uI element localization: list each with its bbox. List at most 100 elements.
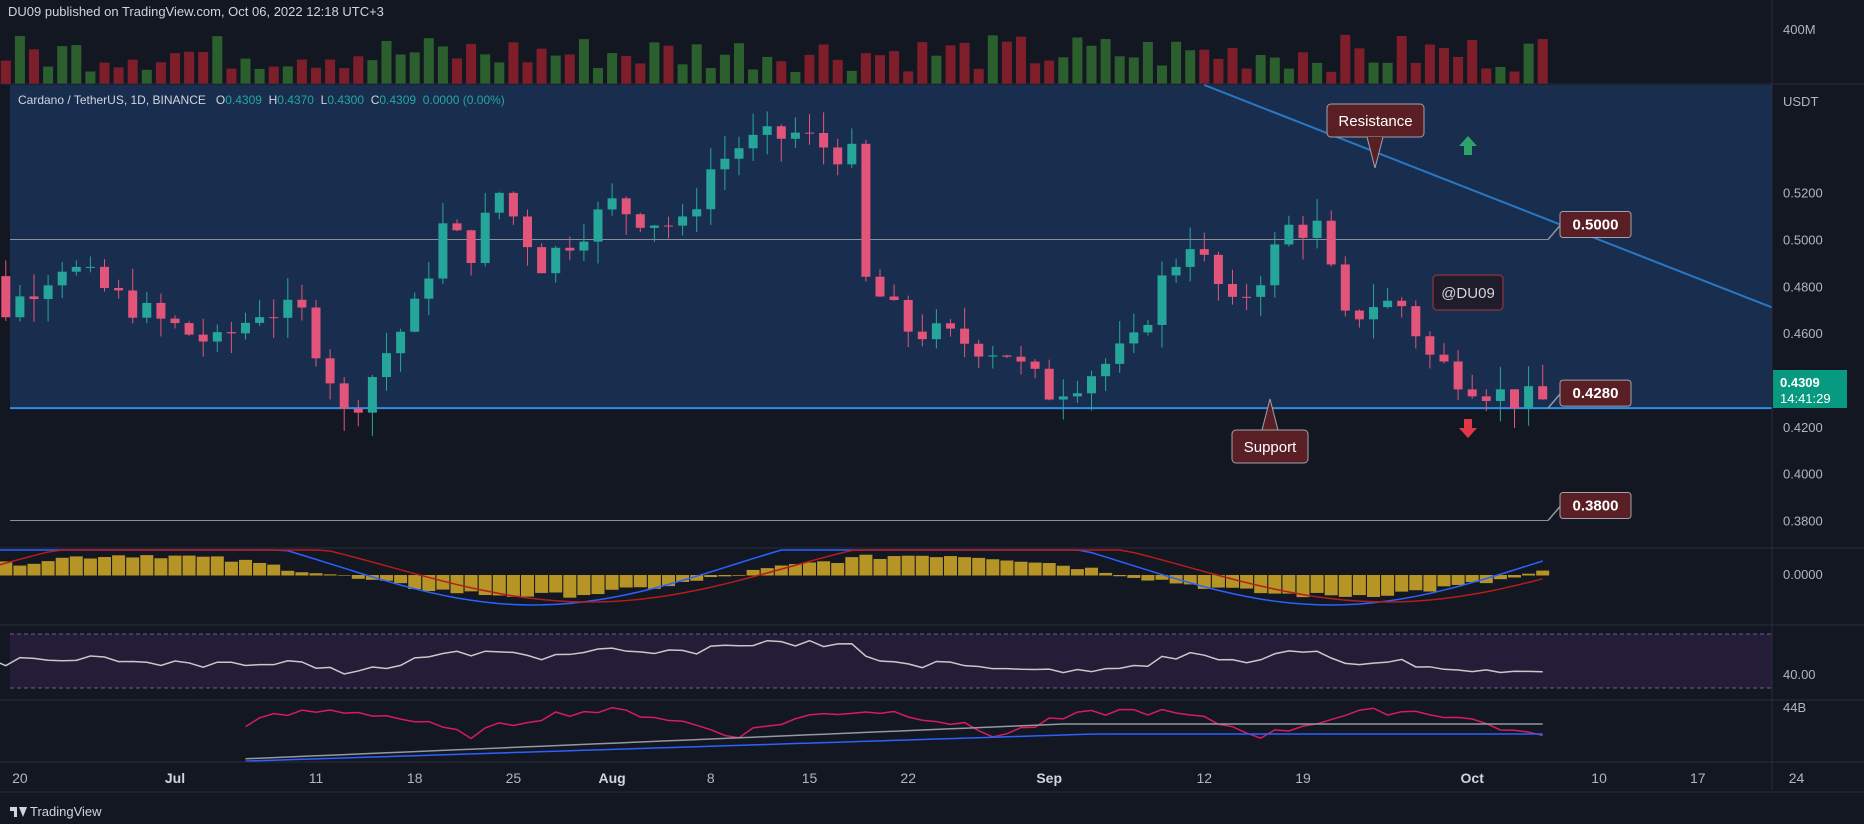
candle — [410, 298, 420, 332]
candle — [889, 296, 899, 301]
candle — [1101, 363, 1111, 377]
macd-histogram-bar — [704, 575, 718, 578]
candle — [1481, 396, 1491, 401]
candle — [734, 148, 744, 159]
macd-histogram-bar — [1141, 575, 1155, 581]
volume-bar — [945, 45, 956, 84]
macd-histogram-bar — [1310, 575, 1324, 593]
time-tick: 20 — [12, 770, 28, 786]
candle — [1312, 220, 1322, 238]
candle — [1228, 283, 1237, 297]
candle — [382, 353, 391, 378]
price-tick: 0.3800 — [1783, 514, 1823, 529]
candle — [1383, 300, 1393, 308]
candle — [1213, 254, 1223, 284]
candle — [438, 223, 448, 279]
low-value: 0.4300 — [327, 93, 365, 107]
close-label: C — [370, 93, 380, 107]
macd-histogram-bar — [788, 564, 802, 576]
volume-bar — [649, 42, 660, 84]
macd-histogram-bar — [239, 559, 252, 576]
range-zone — [10, 85, 1772, 409]
candle — [805, 132, 814, 134]
low-label: L — [320, 93, 328, 107]
volume-bar — [311, 67, 321, 84]
macd-histogram-bar — [986, 559, 1000, 576]
candle — [931, 323, 941, 340]
candle — [847, 143, 857, 165]
volume-bar — [0, 60, 11, 84]
macd-histogram-bar — [380, 575, 393, 581]
volume-bar — [1495, 66, 1506, 84]
macd-histogram-bar — [1324, 575, 1338, 596]
volume-bar — [1058, 57, 1069, 84]
volume-bar — [621, 56, 632, 84]
oscillator-ma-line — [245, 723, 1543, 760]
volume-bar — [1199, 49, 1210, 84]
tradingview-footer[interactable]: TradingView — [10, 804, 102, 819]
volume-bar — [1241, 68, 1252, 84]
volume-bar — [1185, 50, 1196, 84]
volume-bar — [790, 71, 801, 84]
symbol-name[interactable]: Cardano / TetherUS, 1D, BINANCE — [18, 93, 206, 107]
macd-histogram-bar — [154, 558, 168, 576]
candle — [748, 134, 758, 149]
time-tick: 10 — [1591, 770, 1607, 786]
macd-histogram-bar — [1056, 565, 1070, 576]
candle — [762, 126, 772, 135]
candle — [85, 266, 95, 268]
volume-bar — [691, 44, 702, 84]
high-label: H — [268, 93, 278, 107]
volume-bar — [564, 54, 575, 84]
candle — [1369, 307, 1378, 320]
macd-histogram-bar — [224, 561, 238, 576]
candle — [15, 296, 25, 318]
volume-bar — [1072, 37, 1083, 84]
volume-bar — [860, 53, 871, 84]
macd-histogram-bar — [944, 556, 957, 576]
candle — [283, 299, 293, 318]
candle — [1058, 396, 1068, 400]
candle — [1397, 300, 1407, 307]
macd-histogram-bar — [1352, 575, 1366, 596]
volume-bar — [184, 51, 195, 84]
macd-histogram-bar — [662, 575, 675, 587]
level-label-box — [1559, 211, 1632, 239]
volume-bar — [353, 56, 364, 84]
volume-bar — [578, 39, 589, 84]
macd-histogram-bar — [253, 562, 267, 576]
tradingview-brand: TradingView — [30, 804, 102, 819]
volume-bar — [762, 56, 773, 84]
macd-histogram-bar — [13, 565, 27, 576]
volume-bar — [522, 62, 533, 84]
axes: 400MUSDT0.52000.50000.48000.46000.44000.… — [0, 0, 1864, 793]
macd-histogram-bar — [732, 575, 746, 576]
candle — [480, 212, 490, 264]
candle — [819, 132, 829, 148]
candle — [1284, 224, 1294, 245]
macd-histogram-bar — [1423, 575, 1437, 592]
volume-bar — [748, 69, 759, 84]
candle — [1199, 249, 1209, 255]
macd-histogram-bar — [1042, 563, 1056, 576]
volume-bar — [1114, 56, 1125, 84]
resistance-trendline — [1203, 84, 1773, 309]
volume-bar — [113, 67, 124, 84]
candle — [960, 328, 970, 344]
volume-pane — [0, 34, 1864, 85]
candle — [57, 271, 67, 286]
volume-bar — [127, 59, 138, 84]
candle — [917, 331, 927, 340]
volume-bar — [1424, 44, 1435, 84]
price-pane: 0.5000 0.4280 0.3800 Resistance Support @DU09 — [1, 84, 1773, 522]
price-tick: 0.4000 — [1783, 467, 1823, 482]
volume-bar — [1171, 41, 1182, 84]
macd-histogram-bar — [1493, 575, 1507, 580]
rsi-tick: 40.00 — [1783, 667, 1816, 682]
candle — [1256, 285, 1266, 297]
macd-histogram-bar — [1028, 562, 1042, 576]
volume-bar — [593, 67, 603, 84]
volume-bar — [1326, 71, 1337, 84]
macd-histogram-bar — [549, 575, 563, 593]
